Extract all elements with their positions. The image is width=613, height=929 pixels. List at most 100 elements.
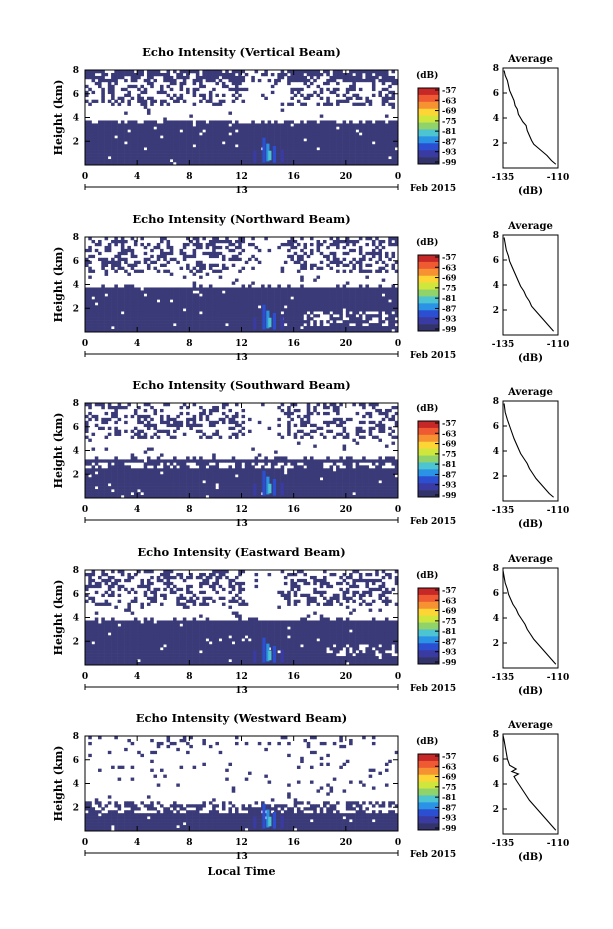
heatmap-cell bbox=[127, 320, 131, 324]
heatmap-cell bbox=[107, 126, 112, 130]
heatmap-cell bbox=[287, 159, 291, 163]
heatmap-cell bbox=[384, 251, 389, 256]
heatmap-cell bbox=[159, 420, 164, 425]
heatmap-cell bbox=[319, 323, 324, 327]
heatmap-cell bbox=[199, 411, 203, 416]
heatmap-cell bbox=[300, 254, 304, 259]
heatmap-cell bbox=[329, 326, 334, 330]
heatmap-cell bbox=[192, 420, 197, 425]
heatmap-cell bbox=[218, 486, 223, 490]
heatmap-cell bbox=[173, 465, 177, 469]
heatmap-cell bbox=[238, 471, 242, 475]
heatmap-cell bbox=[290, 486, 294, 490]
heatmap-cell bbox=[195, 471, 200, 475]
heatmap-cell bbox=[111, 486, 115, 490]
heatmap-cell bbox=[238, 159, 242, 163]
heatmap-cell bbox=[153, 141, 158, 145]
heatmap-cell bbox=[182, 462, 187, 466]
heatmap-cell bbox=[120, 150, 125, 154]
heatmap-cell bbox=[300, 477, 304, 481]
heatmap-cell bbox=[238, 299, 242, 303]
heatmap-cell bbox=[215, 296, 219, 300]
heatmap-cell bbox=[248, 317, 252, 321]
heatmap-cell bbox=[332, 126, 337, 130]
heatmap-cell bbox=[202, 495, 206, 499]
heatmap-cell bbox=[153, 138, 158, 142]
heatmap-cell bbox=[176, 462, 180, 466]
heatmap-cell bbox=[241, 162, 246, 166]
heatmap-cell bbox=[166, 423, 171, 428]
heatmap-cell bbox=[362, 320, 366, 324]
heatmap-cell bbox=[352, 317, 356, 321]
heatmap-cell bbox=[358, 78, 363, 83]
heatmap-cell bbox=[163, 471, 167, 475]
heatmap-cell bbox=[349, 141, 353, 145]
heatmap-cell bbox=[114, 308, 118, 312]
heatmap-cell bbox=[143, 245, 148, 250]
heatmap-cell bbox=[287, 284, 291, 288]
heatmap-cell bbox=[218, 495, 223, 499]
heatmap-cell bbox=[352, 144, 356, 148]
heatmap-cell bbox=[365, 251, 369, 256]
heatmap-cell bbox=[117, 432, 122, 436]
heatmap-cell bbox=[319, 96, 324, 100]
heatmap-cell bbox=[248, 135, 252, 139]
heatmap-cell bbox=[358, 263, 363, 267]
heatmap-cell bbox=[179, 305, 184, 309]
heatmap-cell bbox=[218, 326, 223, 330]
heatmap-cell bbox=[254, 462, 259, 466]
heatmap-cell bbox=[159, 492, 164, 496]
heatmap-cell bbox=[365, 305, 369, 309]
heatmap-cell bbox=[371, 329, 376, 333]
heatmap-cell bbox=[326, 102, 330, 106]
heatmap-cell bbox=[205, 129, 210, 133]
heatmap-cell bbox=[104, 126, 109, 130]
heatmap-cell bbox=[391, 287, 396, 291]
heatmap-cell bbox=[124, 314, 128, 318]
heatmap-cell bbox=[127, 153, 131, 157]
heatmap-cell bbox=[251, 468, 255, 472]
heatmap-cell bbox=[225, 296, 229, 300]
heatmap-cell bbox=[238, 144, 242, 148]
heatmap-cell bbox=[306, 326, 311, 330]
heatmap-cell bbox=[179, 314, 184, 318]
heatmap-cell bbox=[352, 242, 356, 247]
heatmap-cell bbox=[244, 483, 249, 487]
heatmap-cell bbox=[293, 296, 298, 300]
heatmap-cell bbox=[85, 474, 89, 478]
heatmap-cell bbox=[244, 468, 249, 472]
heatmap-cell bbox=[179, 70, 184, 74]
heatmap-cell bbox=[208, 435, 213, 439]
heatmap-cell bbox=[150, 483, 154, 487]
heatmap-cell bbox=[313, 132, 317, 136]
heatmap-cell bbox=[355, 132, 360, 136]
heatmap-cell bbox=[264, 314, 268, 318]
heatmap-cell bbox=[199, 405, 203, 410]
heatmap-cell bbox=[199, 495, 203, 499]
heatmap-cell bbox=[117, 299, 122, 303]
heatmap-cell bbox=[300, 70, 304, 74]
heatmap-cell bbox=[182, 78, 187, 83]
heatmap-cell bbox=[368, 305, 373, 309]
heatmap-cell bbox=[345, 132, 350, 136]
heatmap-cell bbox=[280, 308, 285, 312]
heatmap-cell bbox=[257, 483, 262, 487]
heatmap-cell bbox=[91, 153, 96, 157]
heatmap-cell bbox=[94, 314, 99, 318]
heatmap-cell bbox=[218, 156, 223, 160]
heatmap-cell bbox=[231, 299, 236, 303]
heatmap-cell bbox=[127, 299, 131, 303]
heatmap-cell bbox=[313, 78, 317, 83]
heatmap-cell bbox=[133, 486, 138, 490]
heatmap-cell bbox=[378, 156, 382, 160]
heatmap-cell bbox=[146, 126, 151, 130]
heatmap-cell bbox=[277, 156, 281, 160]
heatmap-cell bbox=[309, 70, 314, 74]
heatmap-cell bbox=[300, 75, 304, 80]
heatmap-cell bbox=[91, 480, 96, 484]
heatmap-cell bbox=[264, 72, 268, 77]
heatmap-cell bbox=[287, 153, 291, 157]
heatmap-cell bbox=[215, 245, 219, 250]
heatmap-cell bbox=[371, 156, 376, 160]
heatmap-cell bbox=[319, 251, 324, 256]
